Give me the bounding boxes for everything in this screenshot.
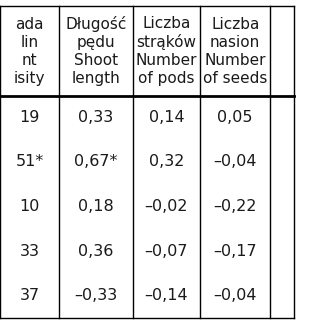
Text: 0,18: 0,18 xyxy=(78,199,114,214)
Text: 51*: 51* xyxy=(15,154,44,169)
Text: –0,04: –0,04 xyxy=(213,154,257,169)
Text: Liczba
strąków
Number
of pods: Liczba strąków Number of pods xyxy=(136,16,197,86)
Text: 10: 10 xyxy=(20,199,40,214)
Text: –0,17: –0,17 xyxy=(213,244,257,259)
Text: 0,33: 0,33 xyxy=(78,110,114,125)
Text: –0,07: –0,07 xyxy=(145,244,188,259)
Text: ada
lin
nt
isity: ada lin nt isity xyxy=(14,17,45,86)
Text: 33: 33 xyxy=(20,244,40,259)
Text: 0,05: 0,05 xyxy=(218,110,253,125)
Text: –0,14: –0,14 xyxy=(145,289,188,303)
Text: 0,32: 0,32 xyxy=(149,154,184,169)
Text: 37: 37 xyxy=(20,289,40,303)
Text: Liczba
nasion
Number
of seeds: Liczba nasion Number of seeds xyxy=(203,17,268,86)
Text: –0,22: –0,22 xyxy=(213,199,257,214)
Text: Długość
pędu
Shoot
length: Długość pędu Shoot length xyxy=(65,16,127,86)
Text: –0,02: –0,02 xyxy=(145,199,188,214)
Text: –0,33: –0,33 xyxy=(74,289,118,303)
Text: 0,36: 0,36 xyxy=(78,244,114,259)
Text: 19: 19 xyxy=(20,110,40,125)
Text: 0,14: 0,14 xyxy=(148,110,184,125)
Text: 0,67*: 0,67* xyxy=(74,154,118,169)
Text: –0,04: –0,04 xyxy=(213,289,257,303)
